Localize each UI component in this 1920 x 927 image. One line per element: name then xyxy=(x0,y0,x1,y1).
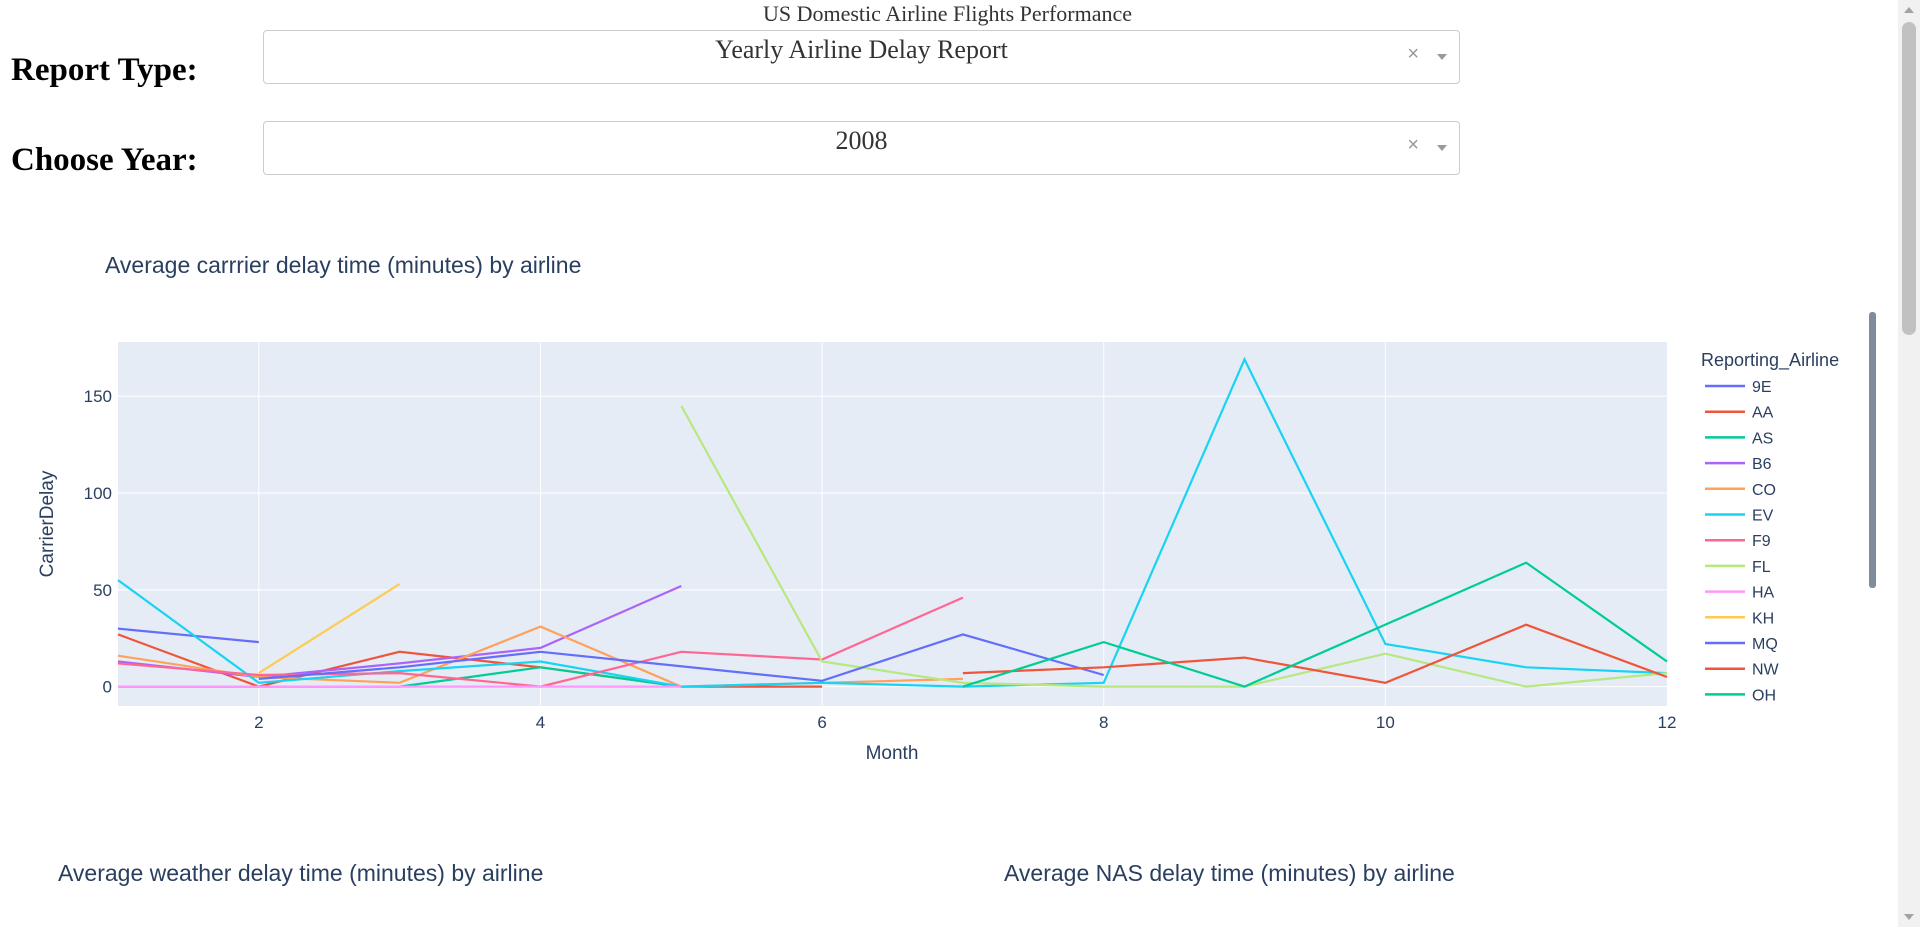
legend: 9E AA AS B6 CO EV F9 FL HA KH MQ NW OH xyxy=(1705,379,1780,704)
y-tick-label: 0 xyxy=(103,678,112,697)
series-lines xyxy=(117,356,1668,688)
legend-item-f9[interactable]: F9 xyxy=(1705,533,1771,550)
x-tick-label: 10 xyxy=(1376,713,1395,732)
legend-label: F9 xyxy=(1752,533,1771,550)
legend-label: HA xyxy=(1752,585,1775,602)
carrier-delay-chart[interactable]: 2 4 6 8 10 12 0 50 100 150 Month CarrierDelay Re… xyxy=(0,290,1895,830)
legend-label: FL xyxy=(1752,559,1771,576)
legend-item-mq[interactable]: MQ xyxy=(1705,636,1778,653)
y-tick-labels: 0 50 100 150 xyxy=(84,387,112,696)
legend-label: KH xyxy=(1752,610,1774,627)
year-dropdown[interactable]: 2008 × xyxy=(263,121,1460,175)
x-tick-label: 6 xyxy=(817,713,826,732)
chevron-down-icon[interactable] xyxy=(1437,145,1447,151)
y-tick-label: 100 xyxy=(84,484,112,503)
x-tick-labels: 2 4 6 8 10 12 xyxy=(254,713,1676,732)
legend-item-oh[interactable]: OH xyxy=(1705,687,1776,704)
legend-label: AA xyxy=(1752,405,1774,422)
series-line-oh xyxy=(962,561,1668,688)
x-tick-label: 4 xyxy=(536,713,545,732)
legend-item-as[interactable]: AS xyxy=(1705,430,1773,447)
legend-label: 9E xyxy=(1752,379,1772,396)
legend-label: CO xyxy=(1752,482,1776,499)
legend-item-b6[interactable]: B6 xyxy=(1705,456,1772,473)
legend-label: B6 xyxy=(1752,456,1772,473)
y-tick-label: 150 xyxy=(84,387,112,406)
x-tick-label: 8 xyxy=(1099,713,1108,732)
legend-item-ev[interactable]: EV xyxy=(1705,508,1774,525)
report-type-value: Yearly Airline Delay Report xyxy=(715,35,1008,64)
legend-label: MQ xyxy=(1752,636,1778,653)
scroll-up-icon[interactable] xyxy=(1904,7,1914,13)
scroll-down-icon[interactable] xyxy=(1904,914,1914,920)
gridlines xyxy=(118,342,1667,706)
legend-item-ha[interactable]: HA xyxy=(1705,585,1775,602)
clear-icon[interactable]: × xyxy=(1407,134,1419,156)
y-tick-label: 50 xyxy=(93,581,112,600)
y-axis-title: CarrierDelay xyxy=(37,470,58,577)
legend-item-kh[interactable]: KH xyxy=(1705,610,1774,627)
x-tick-label: 12 xyxy=(1658,713,1677,732)
page-scrollbar[interactable] xyxy=(1898,0,1920,927)
year-value: 2008 xyxy=(835,126,888,155)
page-title: US Domestic Airline Flights Performance xyxy=(762,1,1133,26)
nas-delay-chart-title: Average NAS delay time (minutes) by airl… xyxy=(1004,860,1455,886)
scrollbar-thumb[interactable] xyxy=(1902,22,1916,335)
weather-delay-chart-title: Average weather delay time (minutes) by … xyxy=(58,860,544,886)
legend-title: Reporting_Airline xyxy=(1701,350,1839,371)
x-tick-label: 2 xyxy=(254,713,263,732)
clear-icon[interactable]: × xyxy=(1407,43,1419,65)
legend-label: AS xyxy=(1752,430,1773,447)
x-axis-title: Month xyxy=(866,743,919,764)
carrier-delay-chart-title: Average carrrier delay time (minutes) by… xyxy=(105,252,582,278)
legend-item-aa[interactable]: AA xyxy=(1705,405,1774,422)
legend-item-co[interactable]: CO xyxy=(1705,482,1776,499)
plot-area xyxy=(118,342,1667,706)
legend-scrollbar[interactable] xyxy=(1869,312,1876,588)
series-line-fl xyxy=(680,405,1668,688)
legend-label: OH xyxy=(1752,687,1776,704)
legend-item-nw[interactable]: NW xyxy=(1705,662,1780,679)
choose-year-label: Choose Year: xyxy=(11,142,198,178)
series-line-kh xyxy=(258,583,401,675)
legend-item-fl[interactable]: FL xyxy=(1705,559,1771,576)
legend-item-9e[interactable]: 9E xyxy=(1705,379,1772,396)
legend-label: NW xyxy=(1752,662,1780,679)
series-line-mq xyxy=(258,633,1105,682)
series-line-nw xyxy=(962,623,1668,684)
chevron-down-icon[interactable] xyxy=(1437,54,1447,60)
report-type-dropdown[interactable]: Yearly Airline Delay Report × xyxy=(263,30,1460,84)
series-line-9e xyxy=(117,627,259,644)
report-type-label: Report Type: xyxy=(11,52,198,88)
legend-label: EV xyxy=(1752,508,1774,525)
